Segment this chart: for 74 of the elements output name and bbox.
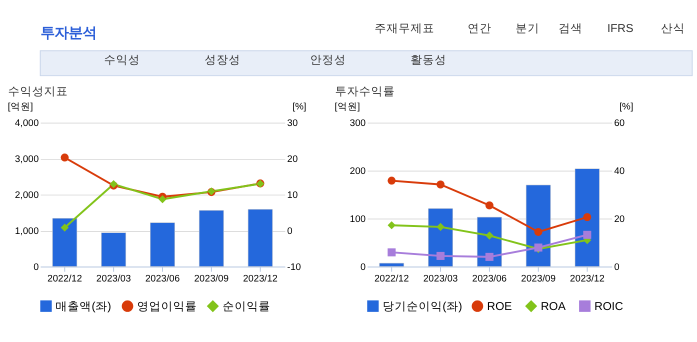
bar [150,222,175,267]
chart-title: 수익성지표 [8,86,68,98]
y-axis-title: [억원] [334,102,360,113]
text: 활동성 [410,54,447,67]
text: 분기 [515,23,540,36]
y2-tick-label: 30 [287,118,298,130]
x-tick-label: 2023/06 [472,273,507,284]
text: IFRS [607,23,634,36]
legend-label: 당기순이익(좌) [382,300,462,313]
point [485,232,494,240]
bar [101,232,126,267]
y-tick-label: 3,000 [14,154,39,165]
text: 산식 [661,23,686,36]
x-tick-label: 2023/03 [423,273,458,284]
y-tick-label: 200 [350,166,366,177]
point [583,230,592,239]
y2-tick-label: 40 [614,166,625,177]
point [436,180,445,189]
legend-label: ROA [540,300,566,313]
point [158,195,167,204]
text: 검색 [558,23,582,36]
bar [198,210,224,267]
point [485,252,494,261]
text: 연간 [467,23,492,36]
x-tick-label: 2023/03 [96,273,131,284]
y-tick-label: 2,000 [14,190,39,201]
x-tick-label: 2023/09 [521,273,556,284]
y-tick-label: 1,000 [14,226,39,237]
legend-label: ROIC [594,300,624,313]
point [436,222,445,231]
point [388,248,396,256]
legend-label: 매출액(좌) [56,300,112,313]
y-axis-title: [억원] [8,102,34,113]
legend-label: 순이익률 [222,300,270,313]
x-tick-label: 2023/12 [570,273,605,284]
point [485,201,494,210]
point [534,228,542,236]
y-tick-label: 100 [350,214,366,225]
text: 안정성 [310,54,346,67]
bar [379,262,404,267]
y2-axis-title: [%] [619,102,634,113]
x-tick-label: 2023/06 [145,273,180,284]
y-tick-label: 300 [350,118,366,130]
text: 주재무제표 [374,23,435,36]
bar [248,209,273,267]
point [60,154,69,162]
y2-tick-label: -10 [287,262,301,273]
x-tick-label: 2023/12 [242,273,278,284]
point [583,213,592,222]
point [436,252,445,260]
y2-tick-label: 20 [287,154,298,165]
y2-tick-label: 60 [614,118,625,130]
bar [574,168,600,267]
y2-tick-label: 20 [614,214,625,225]
y-tick-label: 4,000 [14,118,39,130]
legend-label: ROE [487,300,512,313]
text: 투자분석 [40,26,96,42]
point [388,176,396,185]
x-tick-label: 2022/12 [374,273,409,284]
bar [52,218,78,267]
x-tick-label: 2022/12 [47,273,82,284]
point [388,221,396,230]
text: 수익성 [104,54,140,67]
y2-tick-label: 0 [614,262,620,273]
point [60,224,69,232]
y-tick-label: 0 [360,262,366,273]
legend-label: 영업이익률 [137,300,198,313]
x-tick-label: 2023/09 [194,273,229,284]
text: 성장성 [204,54,240,67]
y2-axis-title: [%] [292,102,306,113]
chart-title: 투자수익률 [335,86,396,98]
y-tick-label: 0 [34,262,39,273]
y2-tick-label: 0 [287,226,292,237]
y2-tick-label: 10 [287,190,298,201]
